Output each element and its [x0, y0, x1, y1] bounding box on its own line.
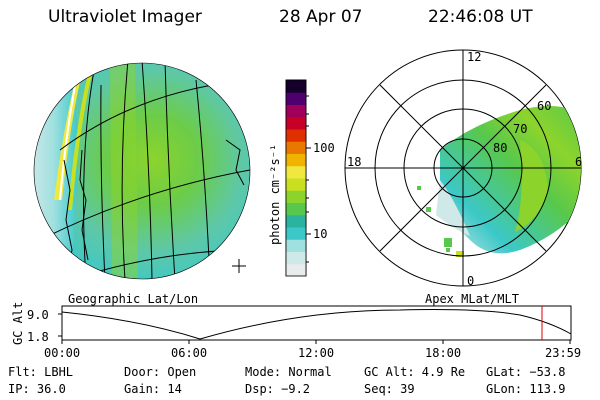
colorbar-segment: [286, 263, 306, 277]
geographic-disk: [33, 62, 251, 280]
y-axis-label: GC Alt: [11, 302, 25, 345]
mlt-label-12: 12: [467, 50, 481, 64]
colorbar-tick-10: 10: [313, 227, 327, 241]
x-tick-0600: 06:00: [171, 346, 207, 360]
colorbar-segment: [286, 116, 306, 130]
status-ip: IP: 36.0: [8, 382, 66, 396]
colorbar-segment: [286, 202, 306, 216]
y-tick-1.8: 1.8: [27, 330, 49, 344]
colorbar-segment: [286, 165, 306, 179]
date-label: 28 Apr 07: [279, 7, 363, 27]
y-tick-9: 9.0: [27, 308, 49, 322]
colorbar-segment: [286, 251, 306, 265]
status-dsp: Dsp: −9.2: [245, 382, 311, 396]
right-panel-label: Apex MLat/MLT: [425, 292, 519, 306]
left-panel-label: Geographic Lat/Lon: [68, 292, 198, 306]
lat-label-70: 70: [513, 122, 527, 136]
colorbar-unit-label: photon cm⁻²s⁻¹: [268, 144, 282, 245]
polar-disk: 12 18 6 0 80 70 60: [344, 49, 582, 288]
status-gc-alt: GC Alt: 4.9 Re: [364, 365, 466, 379]
colorbar-segment: [286, 153, 306, 167]
colorbar-segment: [286, 92, 306, 105]
status-flt: Flt: LBHL: [8, 365, 74, 379]
status-seq: Seq: 39: [364, 382, 415, 396]
x-tick-1800: 18:00: [425, 346, 461, 360]
colorbar: 100 10 photon cm⁻²s⁻¹: [268, 79, 335, 277]
status-glat: GLat: −53.8: [486, 365, 566, 379]
x-tick-0000: 00:00: [44, 346, 80, 360]
colorbar-segment: [286, 239, 306, 252]
status-glon: GLon: 113.9: [486, 382, 566, 396]
app-title: Ultraviolet Imager: [48, 7, 202, 27]
colorbar-tick-100: 100: [313, 141, 335, 155]
colorbar-segment: [286, 141, 306, 154]
altitude-timeline: Geographic Lat/Lon Apex MLat/MLT 9.0 1.8…: [11, 292, 581, 360]
colorbar-segment: [286, 80, 306, 93]
x-tick-2359: 23:59: [545, 346, 581, 360]
lat-label-80: 80: [493, 141, 507, 155]
colorbar-segment: [286, 227, 306, 240]
x-tick-1200: 12:00: [298, 346, 334, 360]
colorbar-segment: [286, 129, 306, 142]
lat-label-60: 60: [537, 99, 551, 113]
time-label: 22:46:08 UT: [428, 7, 533, 27]
colorbar-segment: [286, 178, 306, 191]
mlt-label-0: 0: [467, 274, 474, 288]
status-mode: Mode: Normal: [245, 365, 332, 379]
status-door: Door: Open: [124, 365, 197, 379]
mlt-label-6: 6: [575, 155, 582, 169]
mlt-label-18: 18: [347, 155, 361, 169]
colorbar-segment: [286, 190, 306, 203]
colorbar-segment: [286, 214, 306, 228]
status-gain: Gain: 14: [124, 382, 182, 396]
colorbar-segment: [286, 104, 306, 118]
